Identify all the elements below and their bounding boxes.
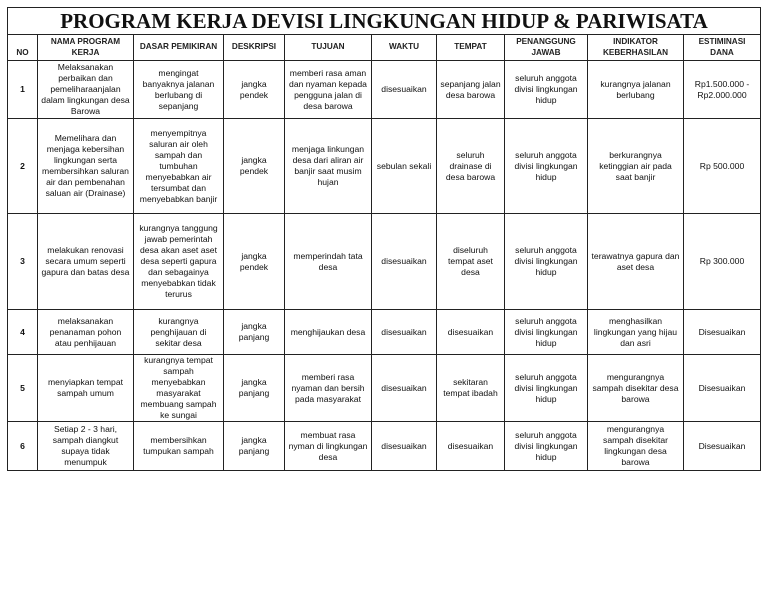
table-cell: disesuaikan [436,421,505,471]
table-cell: berkurangnya ketinggian air pada saat ba… [587,118,684,214]
table-cell: sekitaran tempat ibadah [436,354,505,422]
table-cell: Memelihara dan menjaga kebersihan lingku… [37,118,134,214]
table-cell: Rp 300.000 [682,213,762,310]
table-cell: seluruh drainase di desa barowa [436,118,505,214]
table-cell: seluruh anggota divisi lingkungan hidup [504,213,588,310]
table-cell: memperindah tata desa [284,213,372,310]
table-cell: sepanjang jalan desa barowa [436,60,505,119]
table-cell: disesuaikan [371,60,437,119]
page-title: PROGRAM KERJA DEVISI LINGKUNGAN HIDUP & … [6,7,762,35]
table-cell: 5 [7,354,38,422]
column-header: TEMPAT [436,34,505,61]
table-cell: mengurangnya sampah disekitar lingkungan… [587,421,684,471]
table-cell: sebulan sekali [371,118,437,214]
table-row: 3 melakukan renovasi secara umum seperti … [7,213,762,310]
column-header: WAKTU [371,34,437,61]
table-cell: jangka pendek [223,60,285,119]
table-cell: jangka panjang [223,309,285,355]
table-cell: membuat rasa nyman di lingkungan desa [284,421,372,471]
table-cell: jangka pendek [223,213,285,310]
table-cell: diseluruh tempat aset desa [436,213,505,310]
table-cell: 3 [7,213,38,310]
table-cell: 6 [7,421,38,471]
table-row: 2 Memelihara dan menjaga kebersihan lingk… [7,118,762,214]
table-cell: seluruh anggota divisi lingkungan hidup [504,118,588,214]
table-cell: memberi rasa nyaman dan bersih pada masy… [284,354,372,422]
table-row: 4 melaksanakan penanaman pohon atau penhi… [7,309,762,355]
table-cell: jangka panjang [223,421,285,471]
table-cell: 4 [7,309,38,355]
table-cell: seluruh anggota divisi lingkungan hidup [504,354,588,422]
table-cell: melakukan renovasi secara umum seperti g… [37,213,134,310]
table-cell: Rp1.500.000 - Rp2.000.000 [682,60,762,119]
table-row: 5 menyiapkan tempat sampah umum kurangnya … [7,354,762,422]
table-cell: memberi rasa aman dan nyaman kepada peng… [284,60,372,119]
table-cell: disesuaikan [371,421,437,471]
table-cell: Melaksanakan perbaikan dan pemeliharaanj… [37,60,134,119]
table-cell: kurangnya tanggung jawab pemerintah desa… [133,213,224,310]
column-header: NAMA PROGRAM KERJA [37,34,134,61]
program-table: PROGRAM KERJA DEVISI LINGKUNGAN HIDUP & … [6,7,762,471]
table-cell: membersihkan tumpukan sampah [133,421,224,471]
table-cell: disesuaikan [436,309,505,355]
table-cell: seluruh anggota divisi lingkungan hidup [504,309,588,355]
column-header: TUJUAN [284,34,372,61]
table-cell: disesuaikan [371,309,437,355]
table-cell: Disesuaikan [682,354,762,422]
column-header: NO [7,34,38,61]
table-row: 1 Melaksanakan perbaikan dan pemeliharaan… [7,60,762,119]
table-row: 6 Setiap 2 - 3 hari, sampah diangkut supa… [7,421,762,471]
table-cell: melaksanakan penanaman pohon atau penhij… [37,309,134,355]
table-cell: Setiap 2 - 3 hari, sampah diangkut supay… [37,421,134,471]
table-cell: kurangnya jalanan berlubang [587,60,684,119]
table-cell: kurangnya penghijauan di sekitar desa [133,309,224,355]
table-cell: menghijaukan desa [284,309,372,355]
column-header: INDIKATOR KEBERHASILAN [587,34,684,61]
table-cell: menyiapkan tempat sampah umum [37,354,134,422]
table-cell: jangka pendek [223,118,285,214]
table-cell: terawatnya gapura dan aset desa [587,213,684,310]
table-cell: menghasilkan lingkungan yang hijau dan a… [587,309,684,355]
column-header: ESTIMINASI DANA [682,34,762,61]
column-header: DESKRIPSI [223,34,285,61]
column-header: PENANGGUNG JAWAB [504,34,588,61]
table-cell: kurangnya tempat sampah menyebabkan masy… [133,354,224,422]
table-cell: 2 [7,118,38,214]
table-cell: jangka panjang [223,354,285,422]
column-header: DASAR PEMIKIRAN [133,34,224,61]
table-cell: seluruh anggota divisi lingkungan hidup [504,60,588,119]
table-cell: menjaga linkungan desa dari aliran air b… [284,118,372,214]
table-cell: 1 [7,60,38,119]
table-cell: Rp 500.000 [682,118,762,214]
table-cell: mengingat banyaknya jalanan berlubang di… [133,60,224,119]
table-cell: Disesuaikan [682,309,762,355]
header-row: NO NAMA PROGRAM KERJA DASAR PEMIKIRAN DESKR… [7,34,762,61]
table-cell: disesuaikan [371,354,437,422]
table-cell: mengurangnya sampah disekitar desa barow… [587,354,684,422]
table-cell: Disesuaikan [682,421,762,471]
table-cell: menyempitnya saluran air oleh sampah dan… [133,118,224,214]
table-cell: seluruh anggota divisi lingkungan hidup [504,421,588,471]
table-cell: disesuaikan [371,213,437,310]
